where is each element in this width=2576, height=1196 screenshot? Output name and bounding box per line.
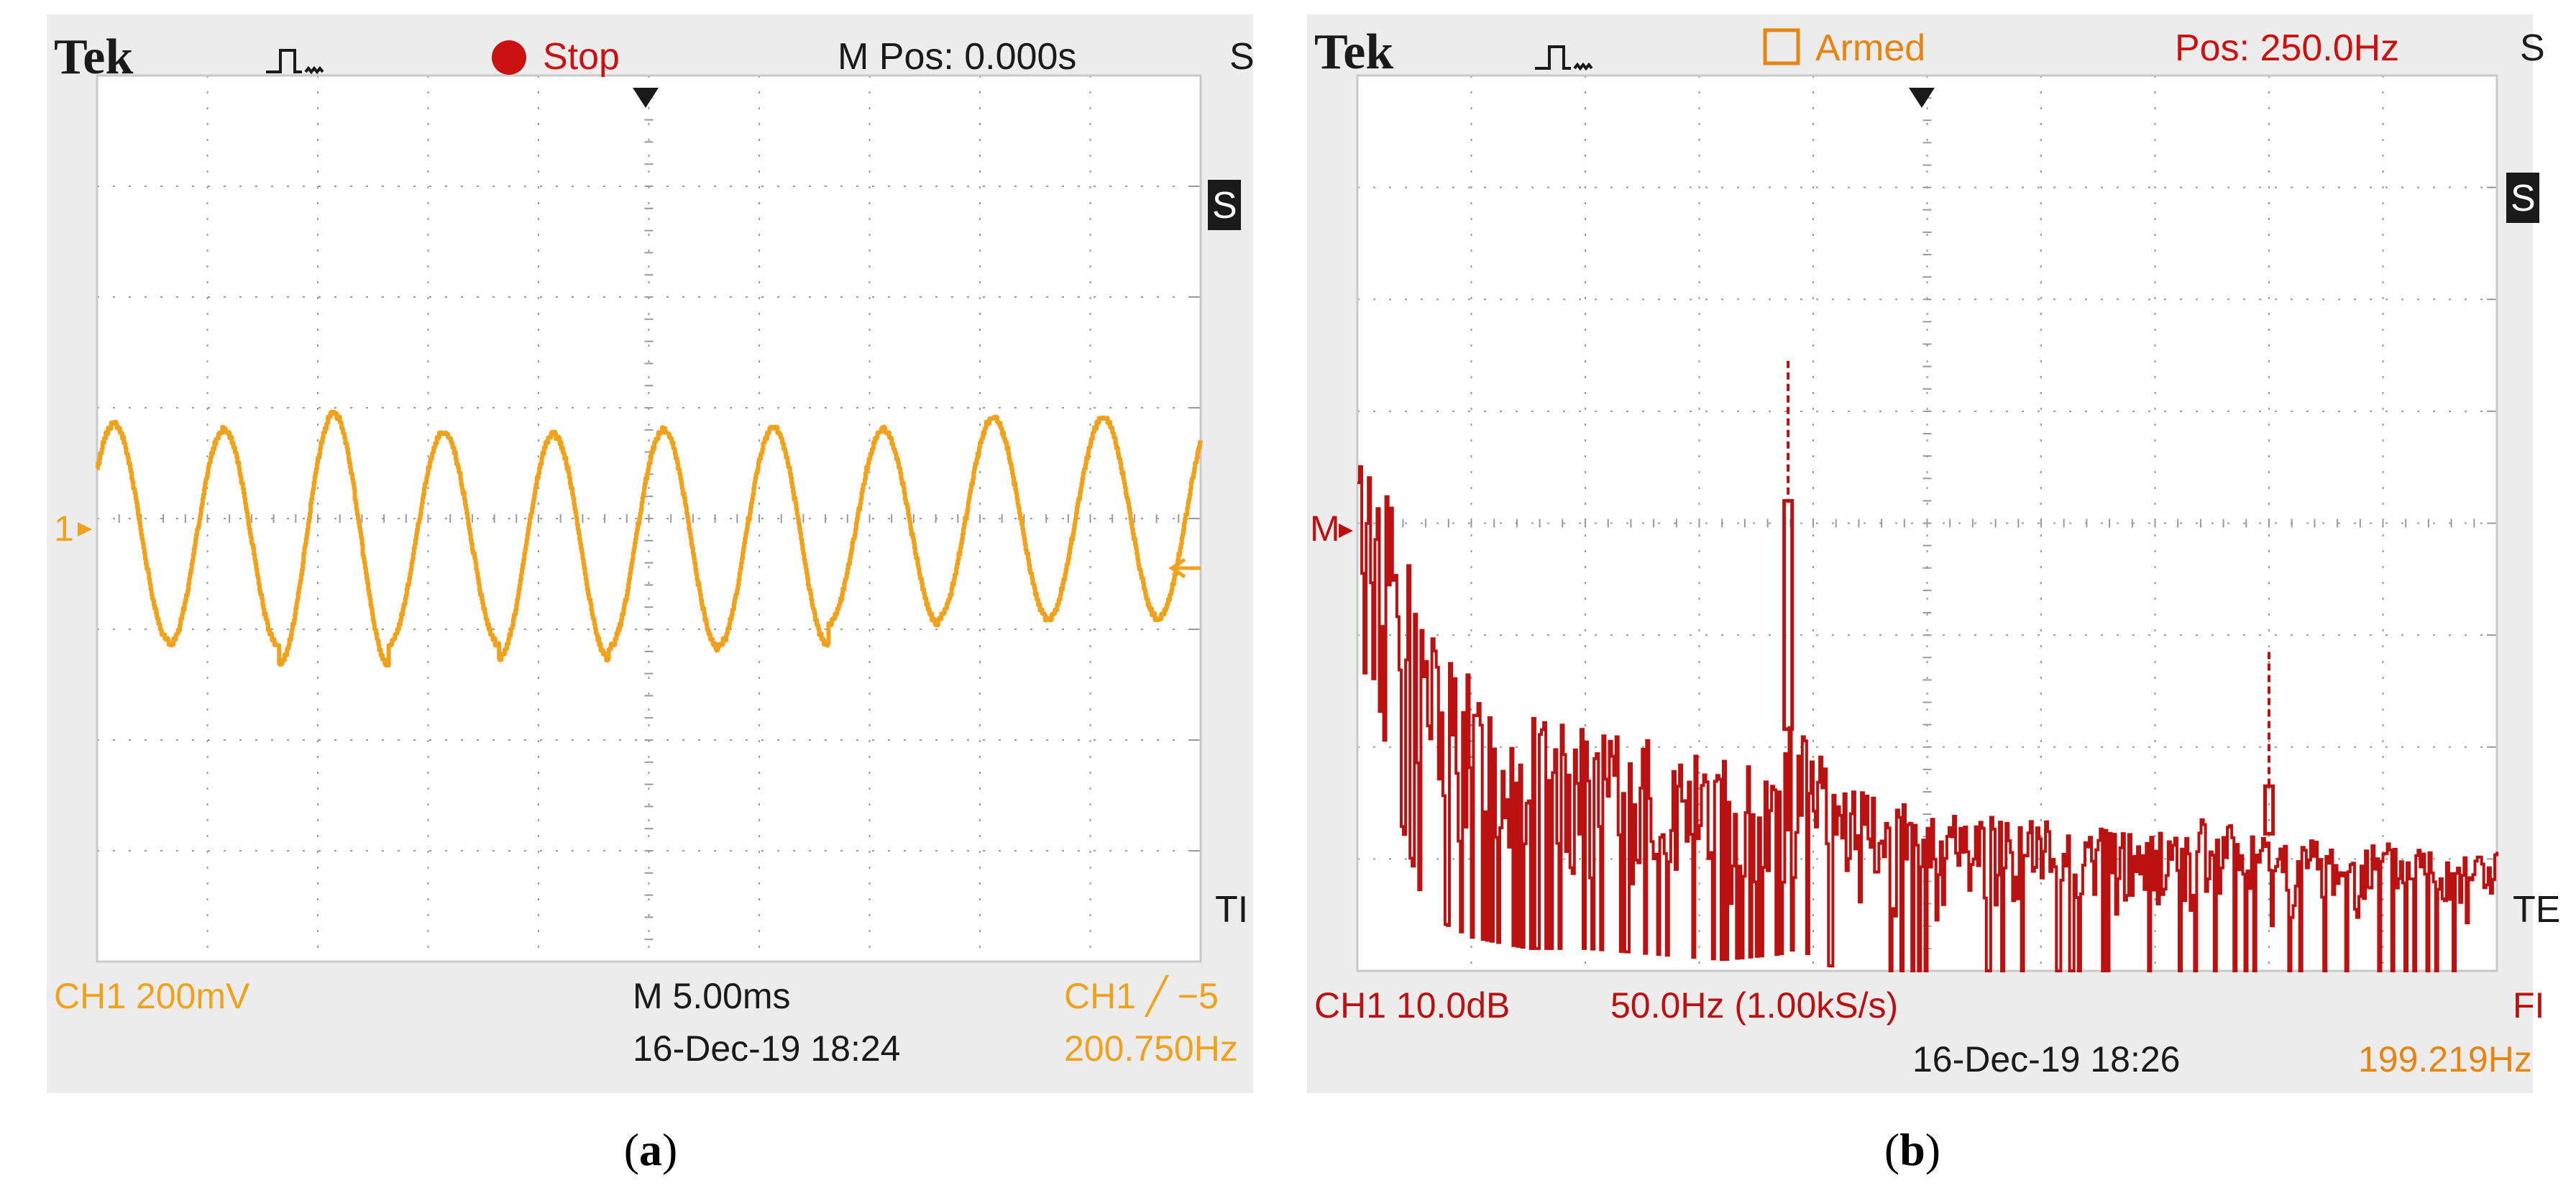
- armed-indicator-icon: [1763, 28, 1800, 65]
- panel-b: Tek Armed Pos: 250.0Hz S S M TE CH1 10.0…: [1307, 14, 2560, 1175]
- panel-a-waveform: [96, 409, 1203, 668]
- panel-a-datetime: 16-Dec-19 18:24: [633, 1028, 900, 1069]
- panel-a-timebase: M 5.00ms: [633, 976, 791, 1016]
- panel-b-grid: [1357, 76, 2497, 971]
- panel-a-trigger: CH1 ╱ −5: [1064, 974, 1219, 1018]
- panel-a: Tek Stop M Pos: 0.000s S S 1 TI CH1 200m…: [47, 14, 1255, 1175]
- panel-b-menu-box: [2506, 173, 2539, 223]
- panel-b-datetime: 16-Dec-19 18:26: [1912, 1039, 2180, 1079]
- panel-b-status: Armed: [1815, 27, 1925, 69]
- panel-b-edge-bottom: TE: [2513, 889, 2560, 931]
- panel-b-math-marker: M: [1310, 508, 1340, 549]
- panel-a-screen-border: [96, 74, 1202, 963]
- math-marker-arrow-icon: [1339, 524, 1353, 538]
- panel-b-frequency: 199.219Hz: [2358, 1039, 2532, 1079]
- panel-b-spectrum: [1357, 360, 2498, 972]
- panel-b-brand: Tek: [1314, 24, 1393, 80]
- spectrum-peak: [2263, 784, 2275, 836]
- stop-indicator-icon: [492, 40, 526, 75]
- panel-a-header-right: M Pos: 0.000s: [838, 36, 1076, 78]
- panel-b-span: 50.0Hz (1.00kS/s): [1610, 985, 1898, 1026]
- trigger-position-arrow-icon: [633, 88, 659, 108]
- panel-b-channel-scale: CH1 10.0dB: [1314, 985, 1510, 1026]
- channel-marker-arrow-icon: [78, 522, 92, 537]
- trigger-state-icon: [1535, 45, 1593, 71]
- panel-a-edge-top: S: [1229, 36, 1255, 78]
- panel-a-menu-box-label: S: [1212, 185, 1237, 227]
- panel-a-channel-scale: CH1 200mV: [54, 976, 250, 1016]
- panel-a-menu-box: [1208, 180, 1241, 230]
- panel-a-edge-bottom: TI: [1215, 889, 1248, 931]
- spectrum-trace: [1357, 465, 2498, 972]
- panel-a-grid: [97, 76, 1201, 962]
- position-arrow-icon: [1909, 88, 1935, 108]
- panel-a-frequency: 200.750Hz: [1064, 1028, 1238, 1069]
- panel-b-edge-bottom-2: FI: [2513, 985, 2544, 1026]
- panel-a-status: Stop: [543, 36, 620, 78]
- trigger-state-icon: [266, 49, 324, 75]
- panel-b-edge-top: S: [2520, 27, 2545, 69]
- panel-a-brand: Tek: [54, 29, 133, 85]
- panel-b-caption: (b): [1884, 1124, 1940, 1175]
- panel-b-header-right: Pos: 250.0Hz: [2175, 27, 2399, 69]
- panel-a-caption: (a): [624, 1124, 678, 1175]
- panel-b-menu-box-label: S: [2511, 178, 2536, 219]
- panel-a-channel-marker: 1: [54, 508, 74, 549]
